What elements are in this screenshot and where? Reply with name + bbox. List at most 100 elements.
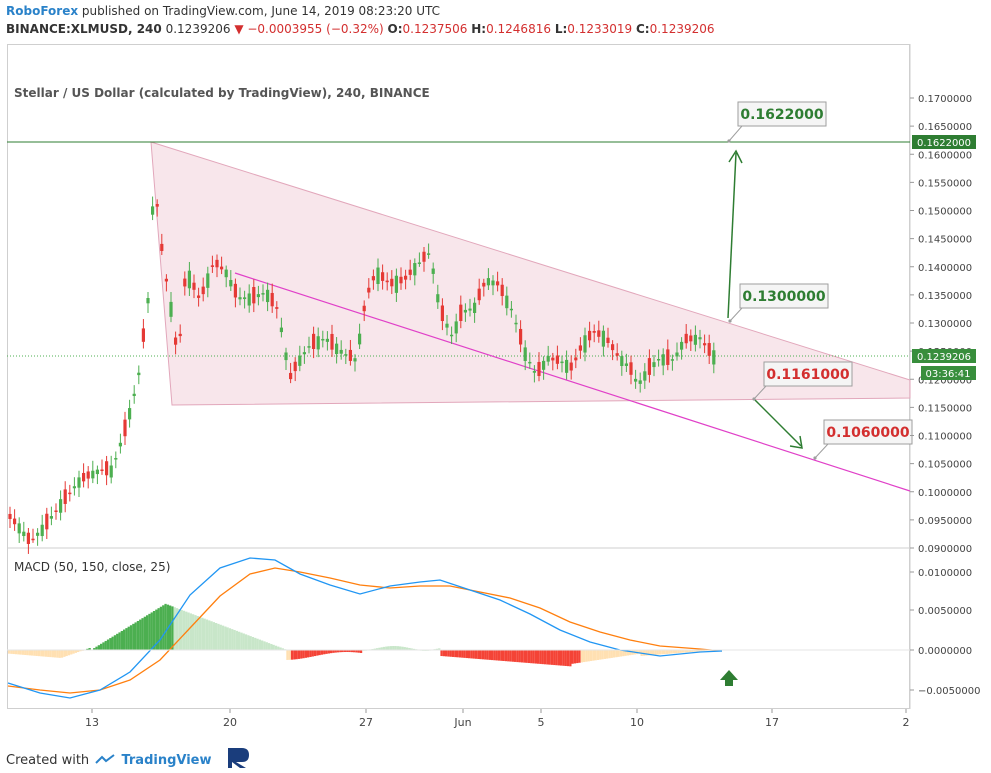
candle-body [233,283,237,298]
macd-hist-bar [548,650,551,665]
candle-body [266,289,270,303]
macd-hist-bar [42,650,45,657]
candle-body [496,281,500,286]
triangle-pattern[interactable] [150,141,911,406]
macd-hist-bar [518,650,521,663]
candle-body [450,334,454,337]
macd-hist-bar [615,650,618,658]
macd-hist-bar [626,650,629,656]
price-tick-label: 0.1150000 [918,403,972,414]
macd-hist-bar [688,650,692,653]
roboforex-logo-icon [227,748,249,768]
candle-body [187,270,191,289]
time-tick-label: 27 [359,716,373,729]
candle-body [151,206,155,215]
candle-body [252,287,256,304]
candle-body [422,251,426,262]
candle-body [417,262,421,264]
macd-hist-bar [608,650,611,659]
candle-body [509,308,513,311]
candle-body [123,419,127,437]
ohlc-line: BINANCE:XLMUSD, 240 0.1239206 ▼ −0.00039… [6,22,715,36]
macd-hist-bar [251,636,255,650]
macd-hist-bar [504,650,508,662]
callout-breakdown[interactable]: 0.1161000 [752,361,853,401]
macd-hist-bar [463,650,466,658]
candle-body [164,278,168,282]
low-value: 0.1233019 [567,22,633,36]
macd-hist-bar [555,650,558,666]
channel-line[interactable] [234,272,911,492]
candle-body [578,345,582,351]
candle-body [284,352,288,361]
low-label: L: [554,22,568,36]
publisher-name[interactable]: RoboForex [6,4,79,18]
macd-hist-bar [155,609,158,650]
macd-hist-bar [686,650,689,653]
macd-axis[interactable]: 0.0100000 0.0050000 0.0000000 −0.0050000 [7,568,980,697]
macd-hist-bar [654,650,657,655]
macd-hist-bar [116,633,119,650]
target-arrow-down[interactable] [753,398,803,449]
macd-hist-bar [231,629,234,650]
macd-hist-bar [392,646,395,650]
macd-hist-bar [645,650,648,656]
macd-hist-bar [357,650,360,653]
macd-hist-bar [150,612,153,650]
macd-hist-bar [175,608,179,650]
candle-body [114,458,118,460]
target-arrow-up[interactable] [727,149,743,319]
macd-hist-bar [60,650,64,658]
price-axis[interactable]: 0.1700000 0.1650000 0.1600000 0.1550000 0.15… [910,94,972,555]
macd-hist-bar [228,628,232,650]
macd-hist-bar [435,648,439,650]
candle-body [40,524,44,537]
macd-hist-bar [532,650,535,664]
candle-body [335,343,339,355]
macd-hist-bar [217,623,220,650]
macd-hist-bar [247,635,250,650]
macd-hist-bar [656,650,659,655]
candle-body [519,328,523,345]
candle-body [666,349,670,365]
candle-body [638,380,642,384]
macd-hist-bar [219,624,222,650]
macd-hist-bar [599,650,602,660]
candle-body [546,355,550,362]
candle-body [72,486,76,489]
macd-hist-bar [359,650,363,653]
macd-hist-bar [134,622,137,650]
macd-hist-bar [451,650,455,657]
macd-hist-bar [288,650,291,660]
candle-body [197,295,201,298]
macd-hist-bar [405,647,409,650]
macd-hist-bar [226,627,229,650]
macd-hist-bar [387,646,390,650]
candle-body [183,278,187,287]
macd-hist-bar [320,650,324,655]
macd-hist-bar [343,650,347,653]
candle-body [606,337,610,343]
time-tick-label: Jun [453,716,471,729]
macd-hist-bar [65,650,68,657]
macd-hist-bar [610,650,613,658]
macd-hist-bar [502,650,505,661]
macd-hist-bar [438,648,441,650]
candle-body [155,204,159,207]
candle-body [13,518,17,525]
macd-hist-bar [649,650,652,656]
callout-breakout[interactable]: 0.1300000 [728,283,829,323]
macd-hist-bar [493,650,496,661]
macd-hist-bar [95,646,98,650]
macd-hist-bar [290,650,294,660]
time-axis[interactable]: 13 20 27 Jun 5 10 17 2 [85,709,910,729]
callout-target-low[interactable]: 0.1060000 [813,419,913,460]
chart-title: Stellar / US Dollar (calculated by Tradi… [14,86,430,100]
macd-hist-bar [603,650,606,659]
candle-body [174,337,178,345]
tradingview-logo-text[interactable]: TradingView [121,753,212,768]
macd-hist-bar [385,646,388,650]
callout-target-high[interactable]: 0.1622000 [727,101,827,143]
macd-hist-bar [693,650,696,652]
